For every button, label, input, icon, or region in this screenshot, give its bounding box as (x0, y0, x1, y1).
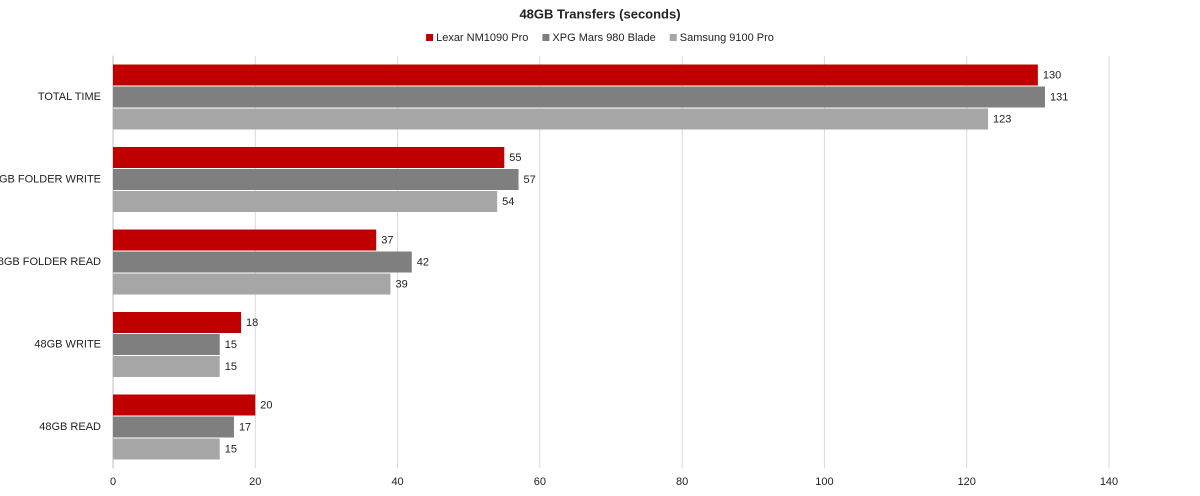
x-tick-label: 20 (249, 476, 261, 488)
legend-item: Samsung 9100 Pro (669, 32, 774, 44)
bar (113, 169, 519, 190)
bar (113, 64, 1038, 86)
y-tick-label: TOTAL TIME (38, 91, 101, 103)
x-tick-label: 100 (815, 476, 833, 488)
legend-swatch (669, 34, 677, 41)
data-label: 42 (417, 256, 429, 268)
x-tick-label: 140 (1100, 476, 1118, 488)
legend-swatch (542, 34, 550, 41)
legend-label: Samsung 9100 Pro (680, 32, 774, 44)
data-label: 15 (225, 443, 237, 455)
y-tick-label: 48GB FOLDER READ (0, 256, 101, 268)
data-label: 39 (395, 278, 407, 290)
x-tick-label: 120 (958, 476, 976, 488)
legend-swatch (426, 34, 434, 41)
bar (113, 191, 498, 212)
data-label: 15 (225, 339, 237, 351)
legend: Lexar NM1090 Pro XPG Mars 980 Blade Samsun… (426, 32, 774, 44)
data-label: 37 (381, 234, 393, 246)
chart-title: 48GB Transfers (seconds) (519, 6, 680, 21)
legend-label: Lexar NM1090 Pro (436, 32, 528, 44)
legend-item: Lexar NM1090 Pro (426, 32, 528, 44)
bar (113, 416, 234, 438)
bar (113, 356, 220, 377)
data-label: 55 (509, 152, 521, 164)
y-tick-label: 48GB WRITE (34, 338, 101, 350)
data-label: 57 (524, 174, 536, 186)
bar (113, 334, 220, 355)
legend-label: XPG Mars 980 Blade (552, 32, 655, 44)
bar (113, 312, 242, 333)
bar (113, 229, 377, 251)
data-label: 18 (246, 317, 258, 329)
data-label: 123 (993, 113, 1011, 125)
data-label: 131 (1050, 91, 1068, 103)
bar (113, 394, 256, 416)
data-label: 15 (225, 361, 237, 373)
y-tick-label: 48GB READ (39, 421, 101, 433)
legend-item: XPG Mars 980 Blade (542, 32, 656, 44)
data-label: 54 (502, 196, 514, 208)
bar (113, 108, 989, 130)
x-tick-label: 0 (110, 476, 116, 488)
bar (113, 86, 1045, 108)
data-label: 20 (260, 399, 272, 411)
x-tick-label: 80 (676, 476, 688, 488)
bar (113, 147, 505, 168)
y-tick-label: 48GB FOLDER WRITE (0, 173, 101, 185)
x-tick-label: 60 (534, 476, 546, 488)
bar (113, 438, 220, 460)
data-label: 130 (1043, 69, 1061, 81)
bar (113, 251, 412, 273)
x-tick-label: 40 (391, 476, 403, 488)
data-label: 17 (239, 421, 251, 433)
bar (113, 273, 391, 295)
